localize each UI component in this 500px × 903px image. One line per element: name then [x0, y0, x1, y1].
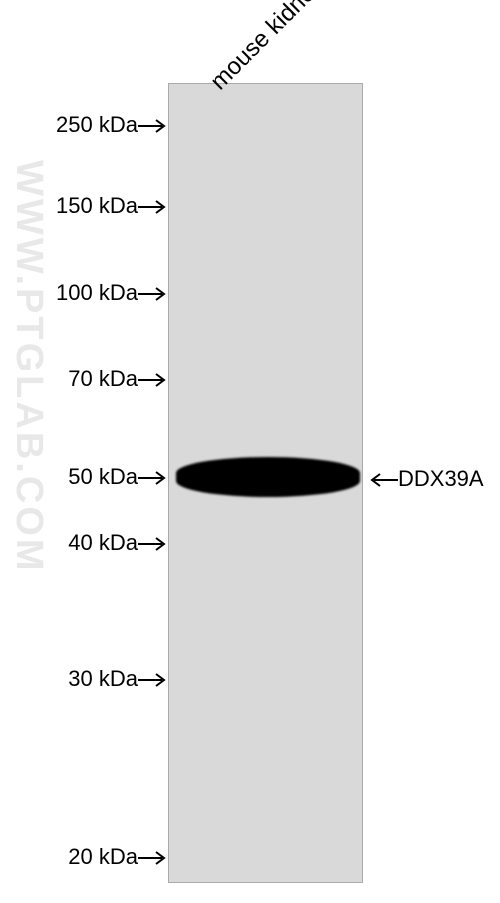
protein-name-text: DDX39A [398, 466, 484, 491]
mw-marker-0: 250 kDa [56, 112, 166, 139]
western-blot-figure: WWW.PTGLAB.COM mouse kidney 250 kDa 150 k… [0, 0, 500, 903]
arrow-left-icon [370, 467, 398, 493]
arrow-right-icon [138, 465, 166, 491]
mw-marker-5: 40 kDa [68, 530, 166, 557]
arrow-right-icon [138, 194, 166, 220]
mw-label-text: 40 kDa [68, 530, 138, 555]
watermark-text: WWW.PTGLAB.COM [7, 160, 50, 573]
mw-marker-6: 30 kDa [68, 666, 166, 693]
arrow-right-icon [138, 367, 166, 393]
mw-label-text: 70 kDa [68, 366, 138, 391]
arrow-right-icon [138, 667, 166, 693]
mw-marker-1: 150 kDa [56, 193, 166, 220]
protein-band [176, 457, 360, 497]
mw-label-text: 150 kDa [56, 193, 138, 218]
mw-marker-2: 100 kDa [56, 280, 166, 307]
arrow-right-icon [138, 845, 166, 871]
blot-lane [168, 83, 363, 883]
arrow-right-icon [138, 113, 166, 139]
mw-label-text: 20 kDa [68, 844, 138, 869]
mw-label-text: 30 kDa [68, 666, 138, 691]
mw-marker-3: 70 kDa [68, 366, 166, 393]
mw-marker-7: 20 kDa [68, 844, 166, 871]
mw-label-text: 50 kDa [68, 464, 138, 489]
sample-label: mouse kidney [205, 0, 330, 96]
protein-name-label: DDX39A [370, 466, 484, 493]
arrow-right-icon [138, 531, 166, 557]
mw-label-text: 100 kDa [56, 280, 138, 305]
mw-label-text: 250 kDa [56, 112, 138, 137]
mw-marker-4: 50 kDa [68, 464, 166, 491]
arrow-right-icon [138, 281, 166, 307]
